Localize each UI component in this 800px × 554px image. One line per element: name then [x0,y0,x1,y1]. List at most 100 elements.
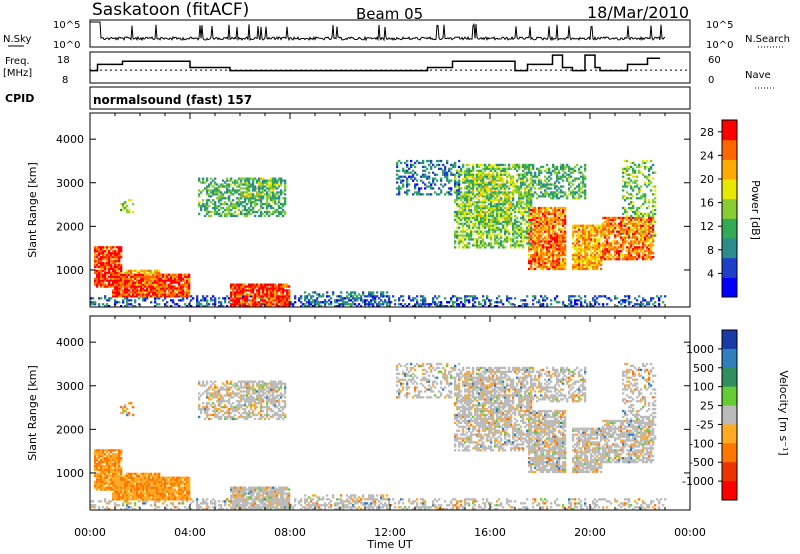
power-cell [552,165,555,169]
power-cell [604,254,607,257]
power-cell [168,283,171,286]
power-cell [238,291,241,294]
power-cell [580,244,583,247]
power-cell [554,254,557,257]
power-cell [470,169,473,172]
power-cell [620,303,623,306]
power-cell [542,250,545,253]
power-cell [234,303,237,306]
power-cell [402,169,405,172]
power-cell [180,275,183,278]
power-cell [648,248,651,251]
power-cell [352,295,355,298]
power-cell [508,222,511,225]
power-cell [474,205,477,208]
power-cell [552,195,555,198]
power-cell [242,283,245,286]
power-cell [520,199,523,202]
power-cell [508,208,511,212]
power-cell [524,183,527,186]
power-cell [600,252,603,255]
power-cell [486,173,489,176]
power-cell [118,265,121,269]
power-cell [544,265,547,269]
power-cell [516,228,519,231]
power-cell [220,197,223,200]
power-cell [466,242,469,245]
power-cell [622,171,625,174]
power-cell [548,220,551,223]
power-cell [594,250,597,253]
power-cell [562,250,565,253]
power-cell [540,181,543,184]
power-cell [246,189,249,192]
power-cell [258,208,261,212]
power-cell [158,287,161,290]
power-cell [104,265,107,269]
power-cell [634,179,637,182]
power-cell [348,293,351,296]
power-cell [496,199,499,202]
power-cell [518,173,521,176]
power-cell [126,291,129,294]
power-cell [580,258,583,261]
power-cell [496,163,499,167]
power-cell [418,187,421,190]
power-cell [462,205,465,208]
power-cell [244,208,247,212]
power-cell [222,183,225,186]
power-cell [468,238,471,241]
power-cell [400,295,403,298]
power-cell [616,305,619,308]
power-cell [626,169,629,172]
power-cell [488,173,491,176]
power-cell [488,189,491,192]
power-cell [596,263,599,267]
power-cell [126,293,129,296]
power-cell [610,222,613,225]
power-cell [134,269,137,272]
power-cell [148,289,151,292]
power-cell [612,218,615,221]
power-cell [652,303,655,306]
power-cell [116,256,119,259]
power-cell [276,183,279,186]
power-cell [640,205,643,208]
power-cell [492,191,495,194]
power-cell [636,210,639,214]
power-cell [136,287,139,290]
power-cell [234,206,237,210]
power-cell [170,305,173,308]
power-cell [474,305,477,308]
power-cell [236,297,239,300]
power-cell [650,256,653,259]
power-cell [576,242,579,245]
power-cell [286,305,289,308]
power-cell [610,232,613,235]
power-cell [554,299,557,302]
power-cell [472,183,475,186]
power-cell [528,236,531,239]
power-cell [582,179,585,182]
nsky-trace [89,21,666,44]
power-cell [226,191,229,194]
power-cell [114,252,117,255]
power-cell [170,289,173,292]
power-cell [306,297,309,300]
power-cell [626,218,629,221]
power-cell [478,232,481,235]
power-cell [270,289,273,292]
power-cell [264,179,267,182]
power-cell [546,171,549,174]
power-cell [454,189,457,192]
power-cell [454,212,457,216]
power-cell [614,236,617,239]
power-cell [476,206,479,210]
power-cell [482,232,485,235]
power-cell [652,201,655,204]
power-cell [592,244,595,247]
power-cell [486,210,489,214]
power-cell [260,303,263,306]
power-cell [154,271,157,274]
power-cell [116,267,119,271]
